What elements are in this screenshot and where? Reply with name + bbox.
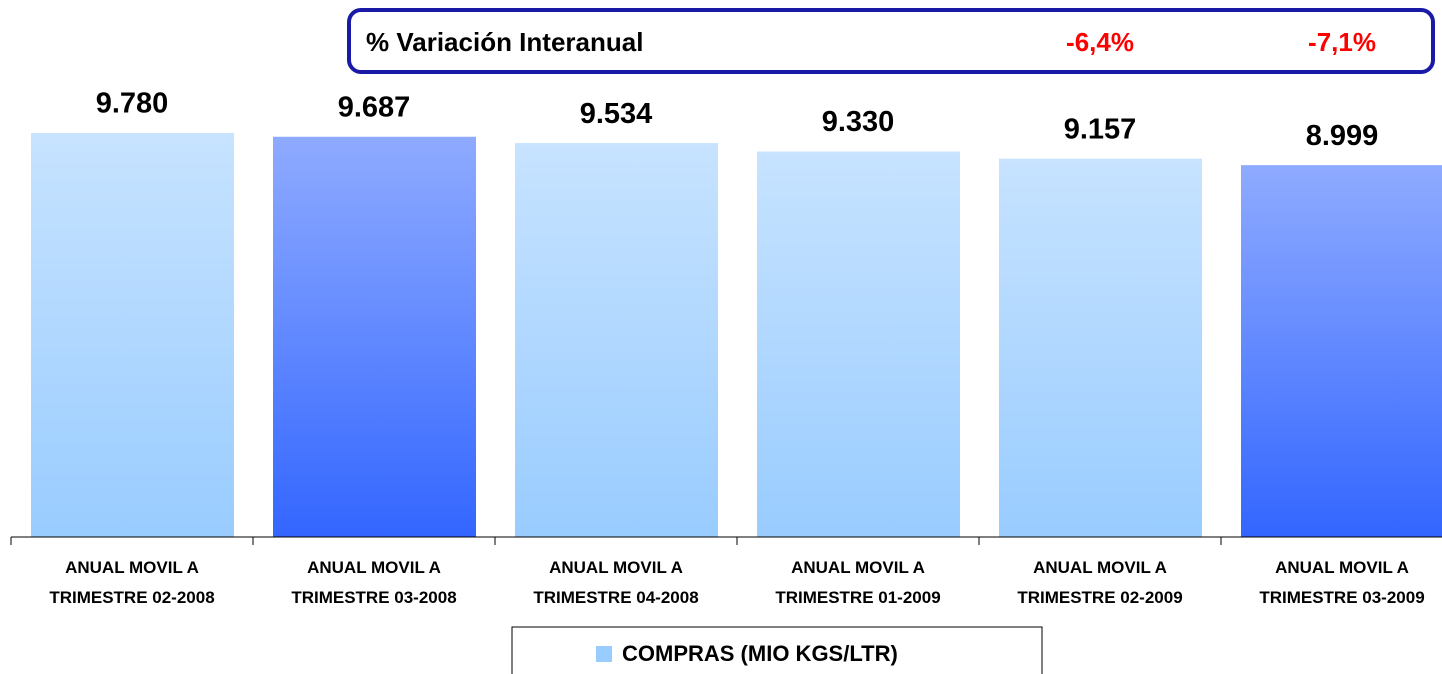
variation-value: -6,4%: [1066, 27, 1134, 57]
legend-swatch: [596, 646, 612, 662]
bar-shine: [757, 151, 960, 537]
value-label: 9.157: [1064, 113, 1137, 145]
x-tick-label: ANUAL MOVIL A TRIMESTRE 01-2009: [775, 558, 941, 607]
bar-shine: [273, 136, 476, 537]
bar-shine: [999, 158, 1202, 537]
bar-shine: [31, 133, 234, 537]
bar-shine: [515, 143, 718, 537]
variation-box: [347, 8, 1435, 74]
x-tick-label: ANUAL MOVIL A TRIMESTRE 02-2009: [1017, 558, 1183, 607]
value-label: 9.687: [338, 91, 411, 123]
variation-value: -7,1%: [1308, 27, 1376, 57]
variation-title: % Variación Interanual: [366, 27, 643, 57]
legend-label: COMPRAS (MIO KGS/LTR): [622, 641, 898, 666]
x-tick-label: ANUAL MOVIL A TRIMESTRE 02-2008: [49, 558, 215, 607]
value-label: 8.999: [1306, 120, 1379, 152]
x-tick-label: ANUAL MOVIL A TRIMESTRE 04-2008: [533, 558, 699, 607]
x-tick-label: ANUAL MOVIL A TRIMESTRE 03-2009: [1259, 558, 1425, 607]
value-label: 9.780: [96, 88, 169, 120]
x-tick-label: ANUAL MOVIL A TRIMESTRE 03-2008: [291, 558, 457, 607]
value-label: 9.330: [822, 106, 895, 138]
value-label: 9.534: [580, 98, 653, 130]
bar-shine: [1241, 165, 1442, 538]
